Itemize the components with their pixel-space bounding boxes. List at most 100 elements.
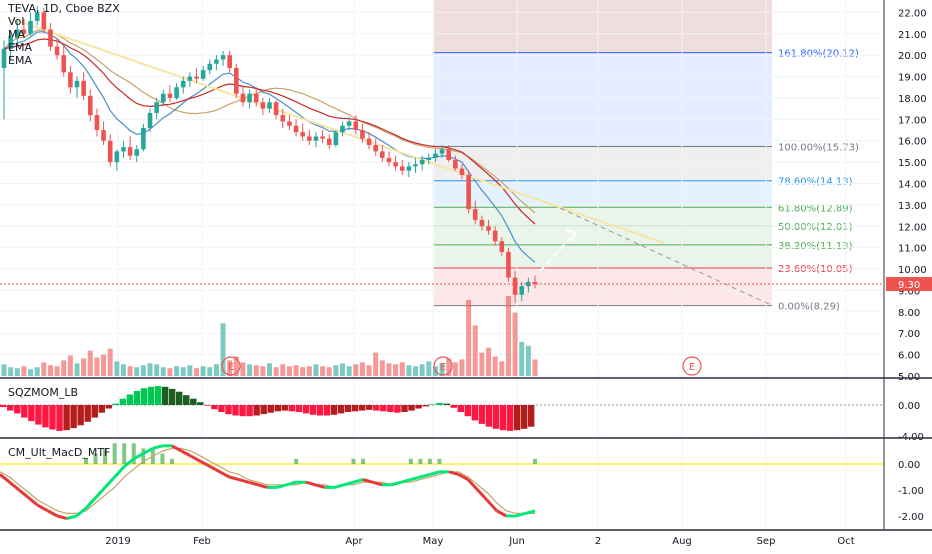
candle-body: [353, 121, 359, 131]
candle-body: [479, 219, 485, 227]
mom-bar: [464, 405, 472, 417]
candle-body: [200, 70, 206, 79]
volume-bar: [193, 368, 199, 376]
volume-bar: [253, 365, 259, 376]
volume-bar: [140, 365, 146, 376]
volume-bar: [346, 366, 352, 376]
candle-body: [499, 241, 505, 252]
mom-bar: [246, 405, 253, 417]
mom-bar: [492, 405, 500, 429]
macd-line-seg: [103, 475, 116, 489]
mom-bar: [373, 405, 380, 411]
fib-level-label: 61.80%(12.89): [778, 203, 853, 214]
candle-body: [333, 132, 339, 146]
indicator-ma-label[interactable]: MA: [8, 28, 26, 41]
macd-hist-bar: [93, 453, 98, 464]
volume-bar: [499, 361, 505, 376]
y-tick-label: 22.00: [898, 8, 927, 19]
mom-bar: [302, 405, 310, 414]
symbol-label[interactable]: TEVA, 1D, Cboe BZX: [8, 2, 120, 15]
candle-body: [28, 20, 33, 34]
candle-body: [459, 168, 465, 175]
candle-body: [313, 136, 319, 141]
mom-bar: [450, 405, 457, 408]
volume-bar: [353, 364, 359, 376]
mom-bar: [28, 405, 35, 422]
projection-arrow: [539, 232, 576, 272]
mom-bar: [267, 405, 274, 413]
chart-legend: TEVA, 1D, Cboe BZX Vol MA EMA EMA: [8, 2, 120, 67]
y-tick-label: 9.00: [898, 286, 920, 297]
mom-bar: [366, 405, 373, 410]
macd-line-seg: [410, 475, 421, 482]
macd-line-seg: [133, 452, 145, 461]
y-tick-label: 12.00: [898, 222, 927, 233]
candle-body: [48, 29, 53, 47]
candle-body: [134, 149, 140, 156]
macd-line-seg: [400, 478, 412, 484]
candle-body: [240, 93, 246, 103]
macd-line-seg: [496, 509, 508, 518]
mom-bar: [49, 405, 56, 430]
macd-hist-bar: [408, 458, 413, 464]
volume-bar: [333, 365, 339, 376]
mom-bar: [218, 405, 225, 412]
volume-bar: [446, 358, 452, 376]
mom-bar: [56, 405, 63, 431]
volume-bar: [240, 362, 246, 376]
trendline: [11, 17, 666, 245]
volume-bar: [47, 365, 53, 376]
mom-bar: [253, 405, 260, 416]
candle-body: [320, 136, 325, 139]
candle-body: [280, 115, 286, 122]
macd-line-seg: [486, 499, 498, 512]
macd-line-seg: [305, 480, 316, 487]
macd-line-seg: [209, 465, 221, 474]
macd-hist-bar: [160, 453, 165, 464]
volume-bar: [127, 366, 133, 376]
volume-bar: [273, 367, 279, 376]
candle-body: [121, 147, 126, 152]
candle-body: [439, 149, 445, 154]
candle-body: [433, 153, 438, 158]
indicator-ema2-label[interactable]: EMA: [8, 54, 32, 67]
candle-body: [167, 93, 173, 98]
mom-bar: [309, 405, 317, 415]
macd-line-seg: [66, 514, 77, 521]
x-tick-label: Sep: [757, 536, 776, 547]
volume-bar: [134, 367, 140, 376]
mom-bar: [506, 405, 514, 431]
volume-bar: [233, 356, 239, 376]
y-tick-label: 11.00: [898, 244, 927, 255]
macd-hist-bar: [131, 443, 136, 464]
volume-bar: [320, 366, 326, 376]
candle-body: [486, 226, 491, 231]
mom-bar: [351, 405, 359, 412]
mom-pane-label[interactable]: SQZMOM_LB: [8, 386, 78, 399]
candle-body: [187, 76, 193, 81]
earnings-marker: [433, 356, 453, 376]
mom-bar: [330, 405, 338, 415]
candle-body: [54, 46, 60, 56]
macd-line-seg: [18, 488, 30, 499]
candle-body: [194, 76, 199, 79]
mom-bar: [288, 405, 296, 412]
candlesticks: [1, 6, 538, 304]
candle-body: [366, 138, 372, 146]
x-tick-label: Oct: [837, 536, 854, 547]
volume-bar: [419, 364, 425, 376]
x-tick-label: 2019: [105, 536, 130, 547]
candle-body: [147, 112, 153, 128]
indicator-vol-label[interactable]: Vol: [8, 15, 25, 28]
volume-bar: [94, 357, 100, 376]
candle-body: [506, 251, 511, 278]
indicator-ema-label[interactable]: EMA: [8, 41, 32, 54]
macd-line-seg: [123, 457, 135, 468]
last-price-box: [886, 277, 932, 292]
macd-pane-label[interactable]: CM_Ult_MacD_MTF: [8, 446, 111, 459]
mom-bar: [520, 405, 528, 429]
candle-body: [293, 125, 299, 133]
macd-line-seg: [84, 496, 97, 510]
